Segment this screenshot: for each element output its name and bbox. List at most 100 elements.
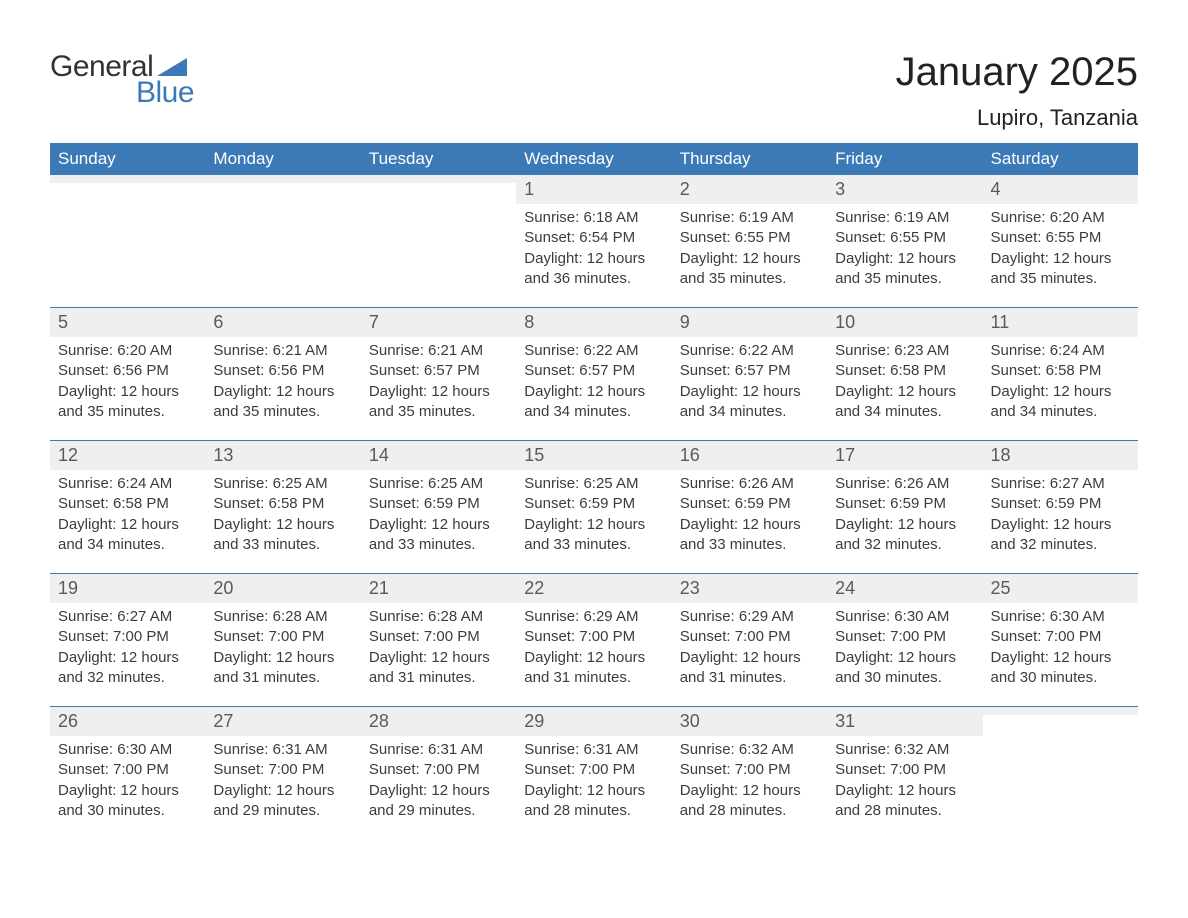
- day-number: 22: [524, 578, 544, 598]
- dow-cell: Tuesday: [361, 143, 516, 175]
- day-body: Sunrise: 6:30 AMSunset: 7:00 PMDaylight:…: [827, 603, 982, 688]
- sunrise-text: Sunrise: 6:22 AM: [680, 341, 819, 361]
- sunrise-text: Sunrise: 6:28 AM: [213, 607, 352, 627]
- sunrise-text: Sunrise: 6:21 AM: [369, 341, 508, 361]
- day-number-row: 10: [827, 308, 982, 337]
- day-number: 31: [835, 711, 855, 731]
- sunset-text: Sunset: 6:57 PM: [524, 361, 663, 381]
- calendar-page: General Blue January 2025 Lupiro, Tanzan…: [0, 0, 1188, 879]
- month-title: January 2025: [896, 50, 1138, 95]
- sunrise-text: Sunrise: 6:24 AM: [58, 474, 197, 494]
- dl1-text: Daylight: 12 hours: [58, 382, 197, 402]
- dl2-text: and 33 minutes.: [213, 535, 352, 555]
- dl2-text: and 32 minutes.: [991, 535, 1130, 555]
- dl1-text: Daylight: 12 hours: [680, 249, 819, 269]
- dl2-text: and 30 minutes.: [991, 668, 1130, 688]
- week-row: 26Sunrise: 6:30 AMSunset: 7:00 PMDayligh…: [50, 706, 1138, 839]
- dl1-text: Daylight: 12 hours: [991, 382, 1130, 402]
- dl2-text: and 34 minutes.: [991, 402, 1130, 422]
- day-cell: 22 Sunrise: 6:29 AMSunset: 7:00 PMDayligh…: [516, 574, 671, 706]
- day-cell: 9Sunrise: 6:22 AMSunset: 6:57 PMDaylight…: [672, 308, 827, 440]
- day-cell: 12Sunrise: 6:24 AMSunset: 6:58 PMDayligh…: [50, 441, 205, 573]
- dl2-text: and 36 minutes.: [524, 269, 663, 289]
- day-number-row: 28: [361, 707, 516, 736]
- dl1-text: Daylight: 12 hours: [58, 515, 197, 535]
- dl2-text: and 35 minutes.: [991, 269, 1130, 289]
- sunset-text: Sunset: 7:00 PM: [369, 760, 508, 780]
- day-cell: 4 Sunrise: 6:20 AMSunset: 6:55 PMDaylight…: [983, 175, 1138, 307]
- dl1-text: Daylight: 12 hours: [835, 249, 974, 269]
- day-body: Sunrise: 6:29 AMSunset: 7:00 PMDaylight:…: [516, 603, 671, 688]
- day-number-row: 25: [983, 574, 1138, 603]
- day-cell: 31Sunrise: 6:32 AMSunset: 7:00 PMDayligh…: [827, 707, 982, 839]
- sunset-text: Sunset: 6:55 PM: [991, 228, 1130, 248]
- day-body: Sunrise: 6:18 AMSunset: 6:54 PMDaylight:…: [516, 204, 671, 289]
- week-row: 19Sunrise: 6:27 AMSunset: 7:00 PMDayligh…: [50, 573, 1138, 706]
- day-body: Sunrise: 6:19 AMSunset: 6:55 PMDaylight:…: [827, 204, 982, 289]
- dl2-text: and 33 minutes.: [680, 535, 819, 555]
- dl2-text: and 28 minutes.: [835, 801, 974, 821]
- day-number: 5: [58, 312, 68, 332]
- day-number-row: 12: [50, 441, 205, 470]
- day-number-row: [361, 175, 516, 183]
- sunrise-text: Sunrise: 6:20 AM: [991, 208, 1130, 228]
- dow-cell: Wednesday: [516, 143, 671, 175]
- sunrise-text: Sunrise: 6:23 AM: [835, 341, 974, 361]
- day-number-row: [50, 175, 205, 183]
- day-number: 6: [213, 312, 223, 332]
- day-number-row: 19: [50, 574, 205, 603]
- day-cell: 18Sunrise: 6:27 AMSunset: 6:59 PMDayligh…: [983, 441, 1138, 573]
- dl1-text: Daylight: 12 hours: [835, 382, 974, 402]
- day-number: 12: [58, 445, 78, 465]
- dl1-text: Daylight: 12 hours: [991, 648, 1130, 668]
- sunrise-text: Sunrise: 6:30 AM: [991, 607, 1130, 627]
- dl2-text: and 34 minutes.: [835, 402, 974, 422]
- dl2-text: and 28 minutes.: [524, 801, 663, 821]
- day-number-row: [983, 707, 1138, 715]
- logo-blue-text: Blue: [136, 76, 194, 110]
- day-number: 7: [369, 312, 379, 332]
- day-body: Sunrise: 6:20 AMSunset: 6:55 PMDaylight:…: [983, 204, 1138, 289]
- day-cell: 27Sunrise: 6:31 AMSunset: 7:00 PMDayligh…: [205, 707, 360, 839]
- day-body: Sunrise: 6:21 AMSunset: 6:56 PMDaylight:…: [205, 337, 360, 422]
- day-body: Sunrise: 6:26 AMSunset: 6:59 PMDaylight:…: [827, 470, 982, 555]
- day-number-row: 2: [672, 175, 827, 204]
- day-cell: 17Sunrise: 6:26 AMSunset: 6:59 PMDayligh…: [827, 441, 982, 573]
- day-number: 4: [991, 179, 1001, 199]
- dl1-text: Daylight: 12 hours: [524, 781, 663, 801]
- day-cell: 2Sunrise: 6:19 AMSunset: 6:55 PMDaylight…: [672, 175, 827, 307]
- day-number-row: 26: [50, 707, 205, 736]
- sunrise-text: Sunrise: 6:18 AM: [524, 208, 663, 228]
- day-body: Sunrise: 6:28 AMSunset: 7:00 PMDaylight:…: [361, 603, 516, 688]
- day-body: Sunrise: 6:19 AMSunset: 6:55 PMDaylight:…: [672, 204, 827, 289]
- day-cell: 10Sunrise: 6:23 AMSunset: 6:58 PMDayligh…: [827, 308, 982, 440]
- sunset-text: Sunset: 6:56 PM: [213, 361, 352, 381]
- sunrise-text: Sunrise: 6:22 AM: [524, 341, 663, 361]
- sunrise-text: Sunrise: 6:27 AM: [991, 474, 1130, 494]
- day-cell: 16Sunrise: 6:26 AMSunset: 6:59 PMDayligh…: [672, 441, 827, 573]
- sunset-text: Sunset: 7:00 PM: [680, 627, 819, 647]
- dl2-text: and 35 minutes.: [680, 269, 819, 289]
- sunrise-text: Sunrise: 6:31 AM: [524, 740, 663, 760]
- day-body: Sunrise: 6:31 AMSunset: 7:00 PMDaylight:…: [361, 736, 516, 821]
- dl1-text: Daylight: 12 hours: [213, 382, 352, 402]
- dl2-text: and 34 minutes.: [680, 402, 819, 422]
- dl1-text: Daylight: 12 hours: [835, 648, 974, 668]
- dl1-text: Daylight: 12 hours: [680, 515, 819, 535]
- dl2-text: and 35 minutes.: [213, 402, 352, 422]
- title-block: January 2025 Lupiro, Tanzania: [896, 50, 1138, 131]
- day-number-row: 8: [516, 308, 671, 337]
- day-number: 23: [680, 578, 700, 598]
- dl2-text: and 30 minutes.: [58, 801, 197, 821]
- day-number: 10: [835, 312, 855, 332]
- dl2-text: and 33 minutes.: [524, 535, 663, 555]
- dl2-text: and 31 minutes.: [680, 668, 819, 688]
- dl1-text: Daylight: 12 hours: [835, 781, 974, 801]
- dl1-text: Daylight: 12 hours: [58, 648, 197, 668]
- weeks-container: 1Sunrise: 6:18 AMSunset: 6:54 PMDaylight…: [50, 175, 1138, 839]
- dl1-text: Daylight: 12 hours: [524, 648, 663, 668]
- day-body: Sunrise: 6:31 AMSunset: 7:00 PMDaylight:…: [516, 736, 671, 821]
- sunset-text: Sunset: 7:00 PM: [680, 760, 819, 780]
- day-cell: [205, 175, 360, 307]
- dl1-text: Daylight: 12 hours: [213, 648, 352, 668]
